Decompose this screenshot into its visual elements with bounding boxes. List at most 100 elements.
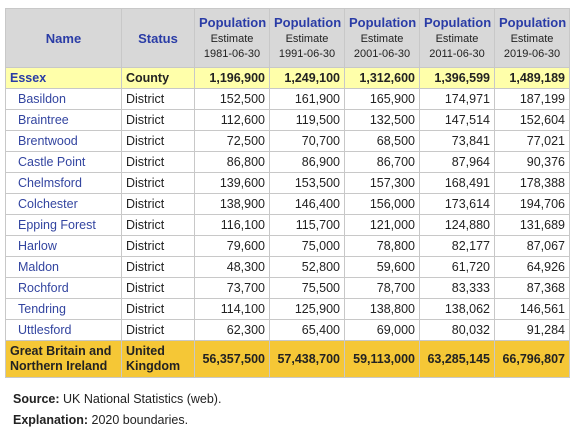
table-row: Brentwood District 72,500 70,700 68,500 73,84… xyxy=(5,130,570,152)
population-value: 124,880 xyxy=(419,214,495,236)
header-date: 1991-06-30 xyxy=(278,48,336,60)
status: District xyxy=(121,256,195,278)
area-name[interactable]: Rochford xyxy=(5,277,122,299)
status: District xyxy=(121,130,195,152)
population-value: 86,900 xyxy=(269,151,345,173)
status: District xyxy=(121,193,195,215)
header-subtitle: Estimate xyxy=(285,33,329,45)
population-value: 87,964 xyxy=(419,151,495,173)
header-row: Name Status Population Estimate 1981-06-30 Po… xyxy=(5,8,570,68)
table-row: Chelmsford District 139,600 153,500 157,300 1… xyxy=(5,172,570,194)
population-value: 161,900 xyxy=(269,88,345,110)
status: District xyxy=(121,319,195,341)
area-name[interactable]: Chelmsford xyxy=(5,172,122,194)
notes: Source: UK National Statistics (web). Exp… xyxy=(13,389,221,431)
population-value: 112,600 xyxy=(194,109,270,131)
header-subtitle: Estimate xyxy=(435,33,479,45)
population-value: 146,400 xyxy=(269,193,345,215)
population-value: 114,100 xyxy=(194,298,270,320)
population-table: Name Status Population Estimate 1981-06-30 Po… xyxy=(5,8,570,378)
table-row: Great Britain and Northern Ireland United… xyxy=(5,340,570,378)
table-body: Essex County 1,196,900 1,249,100 1,312,600 1,… xyxy=(5,67,570,378)
population-value: 87,067 xyxy=(494,235,570,257)
population-value: 115,700 xyxy=(269,214,345,236)
table-row: Epping Forest District 116,100 115,700 121,0… xyxy=(5,214,570,236)
table-row: Castle Point District 86,800 86,900 86,700 87… xyxy=(5,151,570,173)
population-value: 156,000 xyxy=(344,193,420,215)
population-value: 66,796,807 xyxy=(494,340,570,378)
header-date: 2001-06-30 xyxy=(353,48,411,60)
population-value: 64,926 xyxy=(494,256,570,278)
population-value: 91,284 xyxy=(494,319,570,341)
area-name[interactable]: Uttlesford xyxy=(5,319,122,341)
area-name[interactable]: Tendring xyxy=(5,298,122,320)
population-value: 62,300 xyxy=(194,319,270,341)
status: District xyxy=(121,298,195,320)
population-value: 86,800 xyxy=(194,151,270,173)
population-value: 56,357,500 xyxy=(194,340,270,378)
area-name[interactable]: Maldon xyxy=(5,256,122,278)
population-value: 72,500 xyxy=(194,130,270,152)
area-name[interactable]: Essex xyxy=(5,67,122,89)
population-value: 1,312,600 xyxy=(344,67,420,89)
population-value: 61,720 xyxy=(419,256,495,278)
population-value: 131,689 xyxy=(494,214,570,236)
header-title: Population xyxy=(424,15,492,30)
area-name[interactable]: Epping Forest xyxy=(5,214,122,236)
population-value: 168,491 xyxy=(419,172,495,194)
header-title: Population xyxy=(349,15,417,30)
area-name[interactable]: Castle Point xyxy=(5,151,122,173)
population-value: 87,368 xyxy=(494,277,570,299)
table-row: Colchester District 138,900 146,400 156,000 1… xyxy=(5,193,570,215)
note-label: Explanation: xyxy=(13,413,89,427)
population-value: 59,600 xyxy=(344,256,420,278)
population-value: 1,249,100 xyxy=(269,67,345,89)
population-value: 65,400 xyxy=(269,319,345,341)
population-value: 132,500 xyxy=(344,109,420,131)
area-name[interactable]: Brentwood xyxy=(5,130,122,152)
population-value: 173,614 xyxy=(419,193,495,215)
population-value: 174,971 xyxy=(419,88,495,110)
population-value: 68,500 xyxy=(344,130,420,152)
area-name[interactable]: Harlow xyxy=(5,235,122,257)
note-label: Source: xyxy=(13,392,60,406)
header-date: 2011-06-30 xyxy=(429,48,485,60)
population-value: 138,900 xyxy=(194,193,270,215)
table-row: Braintree District 112,600 119,500 132,500 14… xyxy=(5,109,570,131)
column-header: Population Estimate 1981-06-30 xyxy=(194,8,270,68)
table-row: Maldon District 48,300 52,800 59,600 61,720 64… xyxy=(5,256,570,278)
population-value: 79,600 xyxy=(194,235,270,257)
population-value: 119,500 xyxy=(269,109,345,131)
status: County xyxy=(121,67,195,89)
population-value: 187,199 xyxy=(494,88,570,110)
population-value: 90,376 xyxy=(494,151,570,173)
population-value: 178,388 xyxy=(494,172,570,194)
column-header: Population Estimate 2001-06-30 xyxy=(344,8,420,68)
population-value: 1,196,900 xyxy=(194,67,270,89)
population-value: 1,396,599 xyxy=(419,67,495,89)
column-header: Name xyxy=(5,8,122,68)
population-value: 75,500 xyxy=(269,277,345,299)
table-row: Uttlesford District 62,300 65,400 69,000 80,0… xyxy=(5,319,570,341)
table-row: Tendring District 114,100 125,900 138,800 138… xyxy=(5,298,570,320)
header-title: Population xyxy=(499,15,567,30)
population-value: 75,000 xyxy=(269,235,345,257)
area-name[interactable]: Colchester xyxy=(5,193,122,215)
note-line: Source: UK National Statistics (web). xyxy=(13,389,221,410)
status: District xyxy=(121,235,195,257)
population-value: 52,800 xyxy=(269,256,345,278)
table-row: Essex County 1,196,900 1,249,100 1,312,600 1,… xyxy=(5,67,570,89)
area-name[interactable]: Braintree xyxy=(5,109,122,131)
population-value: 82,177 xyxy=(419,235,495,257)
note-line: Explanation: 2020 boundaries. xyxy=(13,410,221,431)
population-value: 78,800 xyxy=(344,235,420,257)
population-value: 147,514 xyxy=(419,109,495,131)
area-name[interactable]: Basildon xyxy=(5,88,122,110)
population-value: 77,021 xyxy=(494,130,570,152)
table-row: Rochford District 73,700 75,500 78,700 83,333… xyxy=(5,277,570,299)
population-value: 138,800 xyxy=(344,298,420,320)
population-value: 80,032 xyxy=(419,319,495,341)
header-date: 2019-06-30 xyxy=(503,48,561,60)
population-value: 125,900 xyxy=(269,298,345,320)
table-row: Basildon District 152,500 161,900 165,900 174… xyxy=(5,88,570,110)
